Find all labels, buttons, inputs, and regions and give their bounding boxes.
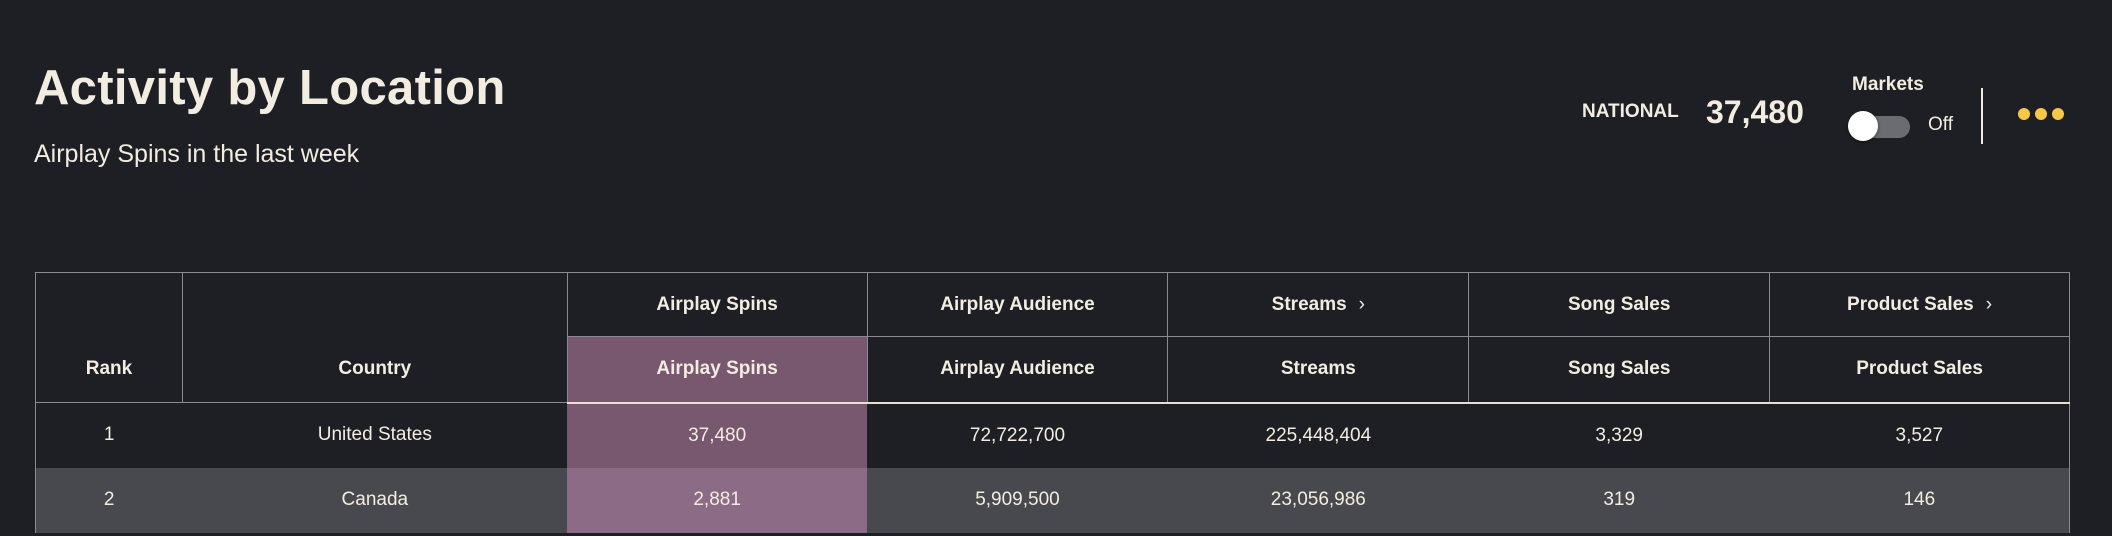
cell-airplay-spins: 2,881 <box>567 467 868 533</box>
group-label: Product Sales <box>1847 293 1974 315</box>
more-horizontal-icon <box>2018 108 2030 120</box>
national-value: 37,480 <box>1706 94 1804 130</box>
chevron-right-icon[interactable]: › <box>1358 293 1365 315</box>
activity-table: Rank Country Airplay Spins Airplay Audie… <box>35 272 2070 533</box>
chevron-right-icon[interactable]: › <box>1985 293 1993 315</box>
table-row[interactable]: 2 Canada 2,881 5,909,500 23,056,986 319 … <box>35 467 2070 533</box>
cell-streams: 23,056,986 <box>1167 467 1469 533</box>
cell-song-sales: 3,329 <box>1595 424 1643 446</box>
more-horizontal-icon <box>2052 108 2064 120</box>
group-label: Streams <box>1271 293 1347 315</box>
column-header-airplay-audience[interactable]: Airplay Audience <box>866 336 1169 404</box>
more-horizontal-icon <box>2035 108 2047 120</box>
page-title: Activity by Location <box>34 61 506 115</box>
cell-country: Canada <box>182 467 568 533</box>
more-options-button[interactable] <box>2014 104 2068 124</box>
group-label: Airplay Audience <box>940 293 1095 315</box>
cell-airplay-spins: 37,480 <box>567 402 868 468</box>
column-header-product-sales[interactable]: Product Sales <box>1769 336 2070 404</box>
markets-toggle-state: Off <box>1928 114 1953 135</box>
cell-product-sales: 146 <box>1769 467 2070 533</box>
divider <box>1981 88 1983 144</box>
table-row[interactable]: 1 United States 37,480 72,722,700 225,44… <box>35 402 2070 468</box>
markets-label: Markets <box>1852 74 1924 95</box>
toggle-knob <box>1848 111 1878 141</box>
group-header-streams[interactable]: Streams › <box>1167 272 1470 337</box>
group-header-airplay-spins: Airplay Spins <box>566 272 868 337</box>
cell-rank: 2 <box>35 467 183 533</box>
national-label: NATIONAL <box>1582 101 1679 122</box>
group-label: Song Sales <box>1567 293 1671 315</box>
column-header-rank[interactable]: Rank <box>35 272 183 403</box>
column-header-airplay-spins[interactable]: Airplay Spins <box>566 336 868 404</box>
group-header-song-sales: Song Sales <box>1468 272 1771 337</box>
page-subtitle: Airplay Spins in the last week <box>34 140 360 168</box>
column-header-country[interactable]: Country <box>181 272 568 403</box>
markets-toggle[interactable] <box>1848 111 1910 141</box>
group-label: Airplay Spins <box>656 293 778 315</box>
group-header-product-sales[interactable]: Product Sales › <box>1769 272 2070 337</box>
cell-song-sales: 319 <box>1468 467 1770 533</box>
cell-product-sales: 3,527 <box>1769 402 2070 468</box>
cell-streams: 225,448,404 <box>1265 424 1372 446</box>
cell-airplay-audience: 5,909,500 <box>867 467 1168 533</box>
cell-airplay-audience: 72,722,700 <box>969 424 1066 446</box>
column-header-streams[interactable]: Streams <box>1167 336 1470 404</box>
column-header-song-sales[interactable]: Song Sales <box>1468 336 1771 404</box>
cell-country: United States <box>317 424 432 446</box>
cell-rank: 1 <box>35 402 183 468</box>
group-header-airplay-audience: Airplay Audience <box>866 272 1169 337</box>
